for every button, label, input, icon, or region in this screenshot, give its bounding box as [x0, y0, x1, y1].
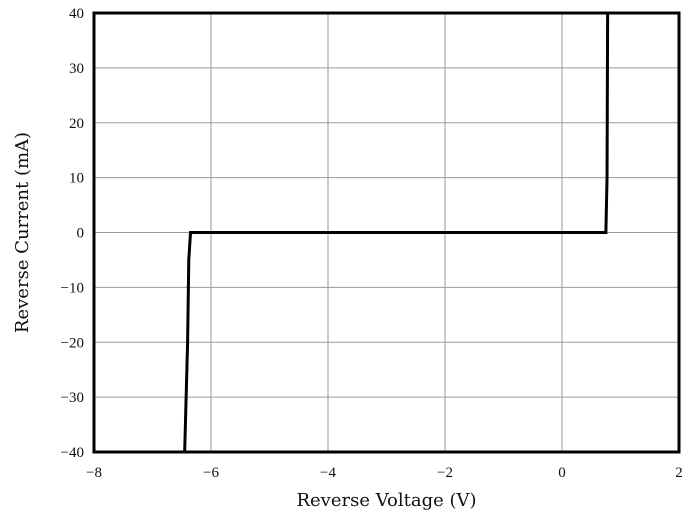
series-layer: [183, 12, 610, 453]
y-axis-title: Reverse Current (mA): [12, 132, 33, 333]
y-tick-label: −30: [61, 390, 84, 406]
x-tick-label: −6: [203, 465, 219, 481]
y-tick-labels: −40 −30 −20 −10 0 10 20 30 40: [61, 6, 84, 461]
x-tick-labels: −8 −6 −4 −2 0 2: [86, 465, 683, 481]
y-tick-label: 40: [69, 6, 84, 22]
y-tick-label: −40: [61, 445, 84, 461]
x-axis-title: Reverse Voltage (V): [296, 490, 476, 511]
series-line-0: [183, 12, 610, 453]
y-tick-label: −20: [61, 335, 84, 351]
x-tick-label: 0: [558, 465, 566, 481]
y-tick-label: −10: [61, 280, 84, 296]
x-tick-label: −8: [86, 465, 102, 481]
plot-frame: [92, 11, 681, 454]
y-tick-label: 0: [77, 226, 85, 242]
x-tick-label: −2: [437, 465, 453, 481]
y-tick-label: 20: [69, 116, 84, 132]
y-tick-label: 10: [69, 171, 84, 187]
y-tick-label: 30: [69, 61, 84, 77]
x-tick-label: −4: [320, 465, 336, 481]
x-tick-label: 2: [675, 465, 683, 481]
